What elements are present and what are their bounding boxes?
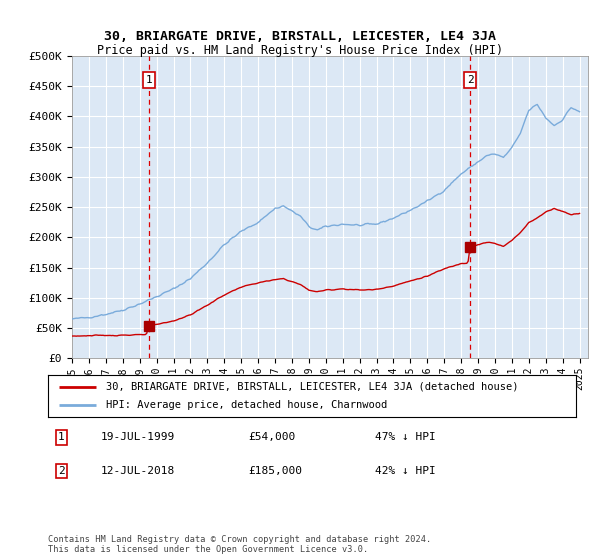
Text: 2: 2 — [58, 466, 65, 476]
Text: 12-JUL-2018: 12-JUL-2018 — [101, 466, 175, 476]
Text: Contains HM Land Registry data © Crown copyright and database right 2024.
This d: Contains HM Land Registry data © Crown c… — [48, 535, 431, 554]
Text: HPI: Average price, detached house, Charnwood: HPI: Average price, detached house, Char… — [106, 400, 388, 410]
Text: £54,000: £54,000 — [248, 432, 296, 442]
Text: 2: 2 — [467, 75, 473, 85]
Text: 42% ↓ HPI: 42% ↓ HPI — [376, 466, 436, 476]
Text: 1: 1 — [58, 432, 65, 442]
Text: Price paid vs. HM Land Registry's House Price Index (HPI): Price paid vs. HM Land Registry's House … — [97, 44, 503, 57]
Text: 1: 1 — [145, 75, 152, 85]
Text: 19-JUL-1999: 19-JUL-1999 — [101, 432, 175, 442]
Text: £185,000: £185,000 — [248, 466, 302, 476]
Text: 30, BRIARGATE DRIVE, BIRSTALL, LEICESTER, LE4 3JA (detached house): 30, BRIARGATE DRIVE, BIRSTALL, LEICESTER… — [106, 382, 518, 392]
Text: 47% ↓ HPI: 47% ↓ HPI — [376, 432, 436, 442]
Text: 30, BRIARGATE DRIVE, BIRSTALL, LEICESTER, LE4 3JA: 30, BRIARGATE DRIVE, BIRSTALL, LEICESTER… — [104, 30, 496, 43]
